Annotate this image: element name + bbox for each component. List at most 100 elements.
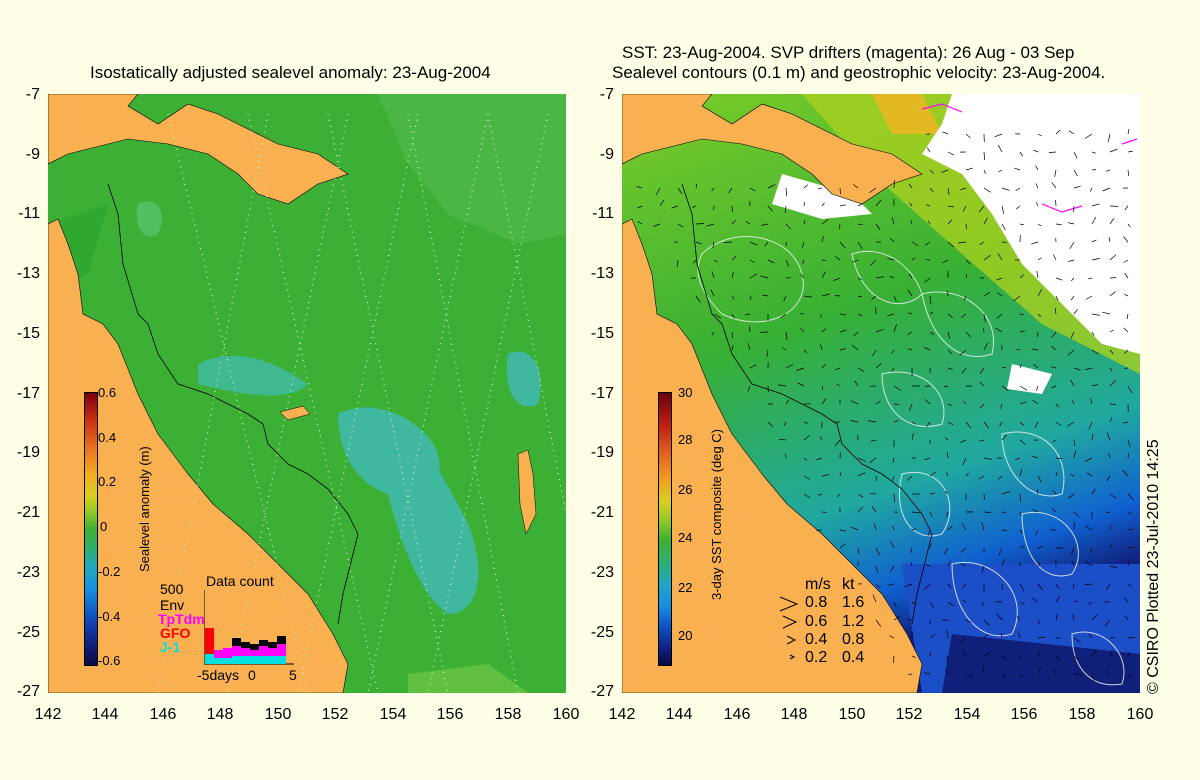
velocity-arrow [1037,619,1040,624]
velocity-arrow [1001,434,1007,441]
velocity-arrow [784,205,787,213]
colorbar-tick: 0.2 [98,474,117,489]
y-tick: -9 [599,146,614,163]
velocity-arrow [1051,385,1057,389]
velocity-arrow [803,457,808,461]
velocity-arrow [731,331,734,339]
velocity-arrow [1109,636,1115,639]
velocity-arrow [1123,259,1129,263]
velocity-arrow [1001,559,1005,567]
velocity-arrow [1091,151,1096,154]
velocity-arrow [907,331,913,335]
x-tick: 146 [149,706,177,723]
velocity-arrow [1088,601,1093,605]
velocity-arrow [996,613,1003,621]
velocity-arrow [944,437,949,441]
velocity-arrow [875,547,880,556]
source-env: Env [160,597,185,613]
velocity-arrow [821,202,825,207]
velocity-arrow [854,380,859,387]
velocity-arrow [982,665,985,675]
velocity-arrow [1052,439,1057,443]
sealevel-colorbar-label: Sealevel anomaly (m) [137,446,152,572]
velocity-arrow [875,565,879,573]
velocity-arrow [872,594,877,603]
velocity-row-kt: 1.6 [842,594,865,611]
velocity-arrow [1109,380,1116,387]
velocity-arrow [1055,472,1058,477]
velocity-arrow [1055,277,1063,281]
velocity-arrow [1068,222,1075,225]
velocity-arrow [1085,367,1093,370]
velocity-arrow [1107,133,1111,142]
velocity-row-ms: 0.2 [805,649,828,666]
sealevel-anomaly-map-graphic [48,94,566,693]
velocity-arrow [1001,205,1005,214]
velocity-arrow [891,217,895,225]
velocity-arrow [875,363,882,369]
y-tick: -15 [16,325,40,342]
velocity-arrow [820,344,823,351]
velocity-arrow [892,526,895,531]
velocity-arrow [1019,274,1024,279]
x-tick: 156 [1010,706,1038,723]
velocity-arrow [1073,367,1081,371]
x-tick: 150 [838,706,866,723]
velocity-arrow [1073,169,1078,177]
velocity-arrow [1051,508,1057,513]
velocity-arrow [965,133,971,139]
velocity-arrow [731,272,734,279]
velocity-arrow [857,506,864,513]
velocity-arrow [929,543,932,549]
velocity-arrow [871,439,877,442]
velocity-arrow [893,615,901,621]
velocity-arrow [1127,439,1131,447]
velocity-arrow [1109,493,1117,499]
velocity-arrow [978,475,985,480]
velocity-arrow [853,331,859,337]
velocity-arrow [1084,583,1093,585]
velocity-arrow [1127,652,1130,657]
velocity-arrow [637,205,643,209]
x-tick: 152 [895,706,923,723]
velocity-arrow [1126,313,1129,319]
velocity-arrow [816,457,823,461]
velocity-arrow [893,493,895,503]
velocity-arrow [1127,223,1131,228]
velocity-arrow [1037,636,1045,639]
colorbar-tick: 0.4 [98,430,117,445]
velocity-arrow [1072,583,1075,589]
velocity-arrow [1033,149,1039,153]
velocity-arrow [958,241,967,244]
velocity-arrow [871,295,877,301]
velocity-arrow [997,253,1003,261]
velocity-arrow [1068,259,1075,262]
velocity-row-ms: 0.4 [805,631,828,648]
velocity-arrow [1109,417,1113,423]
velocity-arrow [911,257,916,261]
velocity-arrow [983,255,991,261]
y-tick: -25 [16,624,40,641]
velocity-arrow [906,475,913,481]
velocity-arrow [1123,327,1129,333]
velocity-arrow [911,601,917,605]
x-tick: 158 [494,706,522,723]
velocity-arrow [963,295,967,301]
velocity-arrow [983,151,986,161]
velocity-arrow [1088,277,1093,280]
velocity-arrow [1127,561,1130,567]
velocity-arrow [1000,403,1003,409]
left-panel-title: Isostatically adjusted sealevel anomaly:… [90,63,491,82]
velocity-arrow [1122,469,1129,477]
velocity-arrow [923,583,931,590]
velocity-arrow [1032,348,1039,351]
velocity-arrow [636,185,643,189]
velocity-arrow [947,525,953,531]
velocity-arrow [904,583,913,588]
velocity-arrow [1001,511,1007,513]
colorbar-tick: 26 [678,482,693,497]
colorbar-tick: 0.6 [98,385,117,400]
velocity-arrow [1015,187,1021,191]
velocity-arrow [1055,421,1062,426]
velocity-arrow [1051,366,1057,369]
